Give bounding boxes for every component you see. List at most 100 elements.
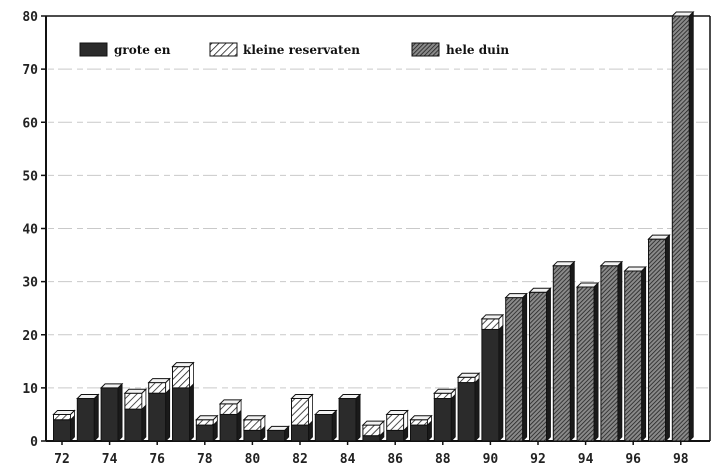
bar-segment-kleine-reservaten-80 bbox=[243, 419, 262, 431]
bar-top-89 bbox=[456, 372, 481, 378]
bar-segment-side bbox=[665, 234, 670, 442]
x-tick-label: 80 bbox=[245, 452, 261, 467]
y-tick-label: 10 bbox=[22, 382, 38, 397]
x-tick-label: 78 bbox=[197, 452, 213, 467]
bar-segment-kleine-reservaten-79 bbox=[219, 403, 238, 415]
bar-top-73 bbox=[76, 394, 100, 399]
bar-top-95 bbox=[599, 261, 624, 267]
y-tick-label: 20 bbox=[22, 329, 38, 344]
bar-segment-side bbox=[165, 388, 171, 442]
legend-swatch-grote-en bbox=[79, 42, 108, 57]
bar-segment-grote-en-88 bbox=[433, 398, 452, 442]
bar-segment-kleine-reservaten-72 bbox=[53, 413, 71, 421]
bar-segment-hele-duin-95 bbox=[600, 265, 619, 442]
bar-segment-grote-en-76 bbox=[148, 392, 167, 442]
bar-top-75 bbox=[123, 388, 148, 394]
bar-top-98 bbox=[671, 11, 695, 17]
bar-segment-grote-en-86 bbox=[386, 429, 405, 442]
bar-segment-side bbox=[189, 382, 194, 442]
x-tick-label: 90 bbox=[483, 452, 499, 467]
bar-segment-kleine-reservaten-90 bbox=[481, 318, 500, 330]
bar-top-88 bbox=[433, 388, 457, 394]
y-tick-label: 50 bbox=[22, 169, 38, 184]
x-tick-label: 74 bbox=[102, 452, 118, 467]
x-tick-label: 84 bbox=[340, 452, 356, 467]
bar-segment-side bbox=[450, 393, 456, 442]
bar-segment-grote-en-73 bbox=[76, 398, 95, 442]
bar-segment-grote-en-72 bbox=[53, 419, 71, 442]
bar-top-81 bbox=[266, 425, 290, 431]
bar-top-90 bbox=[480, 314, 505, 320]
bar-segment-hele-duin-92 bbox=[529, 291, 547, 442]
legend-swatch-hele-duin bbox=[411, 42, 440, 57]
bar-segment-grote-en-77 bbox=[172, 387, 190, 442]
x-tick-label: 72 bbox=[54, 452, 70, 467]
bar-top-94 bbox=[575, 282, 600, 288]
bar-segment-kleine-reservaten-75 bbox=[124, 392, 143, 410]
bar-segment-side bbox=[331, 409, 337, 442]
bar-segment-kleine-reservaten-88 bbox=[433, 392, 452, 399]
bar-segment-side bbox=[308, 393, 313, 427]
bar-segment-side bbox=[522, 292, 528, 442]
bar-top-96 bbox=[623, 266, 647, 272]
y-tick-label: 40 bbox=[22, 223, 38, 238]
bar-segment-grote-en-89 bbox=[457, 382, 476, 442]
bar-segment-side bbox=[593, 281, 599, 442]
bar-segment-side bbox=[474, 377, 480, 442]
bar-segment-kleine-reservaten-85 bbox=[362, 424, 381, 437]
x-tick-labels: 72 74 76 78 80 82 84 86 88 90 92 94 96 98 bbox=[54, 441, 689, 467]
bar-top-82 bbox=[290, 394, 314, 399]
bar-top-83 bbox=[314, 409, 338, 415]
bar-segment-side bbox=[641, 266, 647, 442]
bar-top-86 bbox=[385, 409, 409, 415]
bar-segment-grote-en-84 bbox=[338, 398, 357, 442]
bar-segment-grote-en-87 bbox=[410, 424, 428, 442]
bar-segment-side bbox=[688, 11, 694, 442]
bar-segment-hele-duin-97 bbox=[648, 238, 666, 442]
bar-top-87 bbox=[409, 415, 433, 421]
bar-segment-hele-duin-96 bbox=[624, 270, 643, 442]
bar-segment-side bbox=[141, 404, 147, 442]
x-tick-label: 76 bbox=[149, 452, 165, 467]
bar-segment-side bbox=[236, 409, 242, 442]
bar-segment-hele-duin-98 bbox=[671, 15, 690, 442]
bar-top-85 bbox=[361, 420, 386, 426]
bar-top-92 bbox=[528, 287, 552, 293]
bar-segment-side bbox=[498, 324, 504, 442]
y-tick-label: 0 bbox=[30, 435, 38, 450]
bar-segment-side bbox=[355, 393, 361, 442]
x-tick-label: 96 bbox=[625, 452, 641, 467]
bar-top-76 bbox=[147, 378, 171, 384]
bar-segment-hele-duin-91 bbox=[505, 297, 524, 442]
x-tick-label: 88 bbox=[435, 452, 451, 467]
bar-top-79 bbox=[218, 399, 243, 405]
bar-segment-grote-en-78 bbox=[195, 424, 214, 442]
legend-swatch-kleine-reservaten bbox=[209, 42, 238, 57]
legend-label-hele-duin: hele duin bbox=[446, 43, 509, 57]
bar-segment-kleine-reservaten-78 bbox=[195, 419, 214, 426]
bar-segment-grote-en-82 bbox=[291, 424, 309, 442]
legend: grote en kleine reservaten hele duin bbox=[79, 42, 509, 57]
y-tick-labels: 0 10 20 30 40 50 60 70 80 bbox=[22, 10, 46, 450]
bar-segment-grote-en-79 bbox=[219, 413, 238, 442]
bar-top-84 bbox=[337, 394, 362, 399]
x-tick-label: 94 bbox=[578, 452, 594, 467]
y-tick-label: 80 bbox=[22, 10, 38, 25]
y-tick-label: 30 bbox=[22, 276, 38, 291]
y-tick-label: 60 bbox=[22, 116, 38, 131]
legend-label-kleine-reservaten: kleine reservaten bbox=[243, 43, 360, 57]
bar-segment-side bbox=[546, 287, 551, 442]
gridlines bbox=[48, 68, 708, 389]
bar-segment-side bbox=[93, 393, 99, 442]
bar-segment-hele-duin-93 bbox=[552, 265, 571, 442]
bars bbox=[52, 11, 695, 442]
bar-segment-grote-en-80 bbox=[243, 429, 262, 442]
legend-label-grote-en: grote en bbox=[114, 43, 171, 57]
bar-segment-grote-en-75 bbox=[124, 408, 143, 442]
bar-top-91 bbox=[504, 293, 528, 299]
x-tick-label: 82 bbox=[292, 452, 308, 467]
bar-top-97 bbox=[647, 234, 671, 240]
bar-segment-kleine-reservaten-89 bbox=[457, 376, 476, 384]
bar-segment-grote-en-85 bbox=[362, 435, 381, 442]
